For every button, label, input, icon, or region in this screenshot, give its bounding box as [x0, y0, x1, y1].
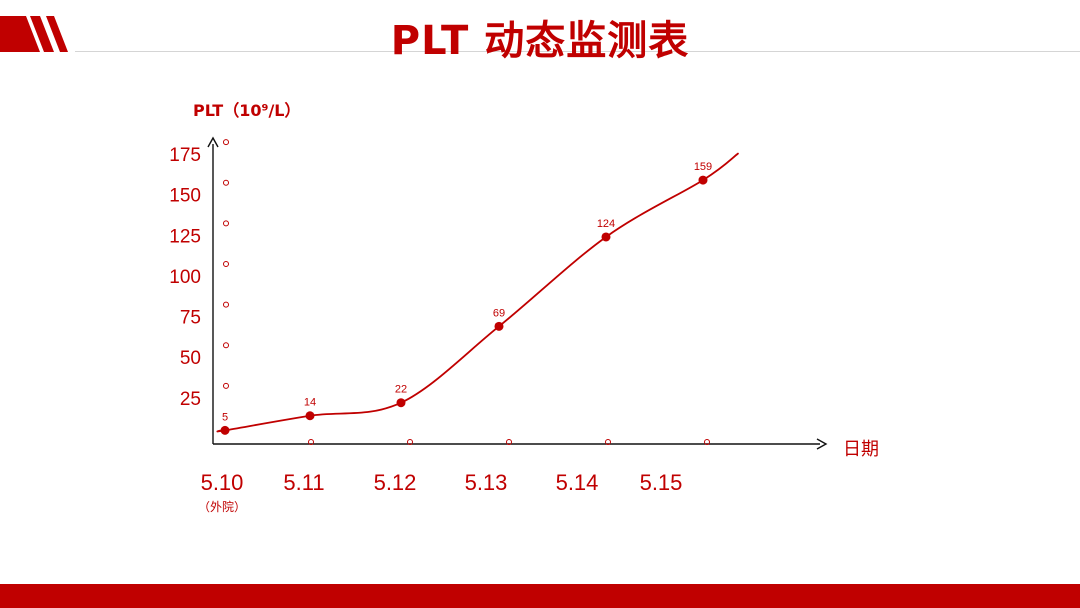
x-tick-label: 5.13	[465, 470, 508, 495]
y-tick-label: 100	[169, 267, 201, 288]
data-point	[698, 175, 708, 185]
series-line	[216, 152, 739, 433]
data-point	[494, 321, 504, 331]
x-guide-dot	[704, 439, 710, 445]
y-guide-dot	[223, 220, 229, 227]
x-guide-dot	[407, 439, 413, 445]
x-tick-label: 5.12	[374, 470, 417, 495]
chart-axes	[207, 136, 828, 450]
y-tick-label: 175	[169, 145, 201, 166]
x-axis-title: 日期	[843, 439, 879, 460]
x-guide-dot	[506, 439, 512, 445]
x-tick-note: （外院）	[198, 500, 246, 514]
x-tick-label: 5.11	[283, 470, 324, 495]
y-tick-label: 25	[180, 389, 201, 410]
data-label: 159	[694, 161, 712, 173]
y-guide-dot	[223, 301, 229, 308]
y-tick-label: 125	[169, 226, 201, 247]
x-tick-label: 5.14	[556, 470, 599, 495]
page-title: PLT 动态监测表	[390, 18, 690, 64]
y-guide-dot	[223, 382, 229, 389]
y-guide-dot	[223, 260, 229, 267]
x-guide-dot	[308, 439, 314, 445]
y-axis-arrow	[207, 136, 219, 148]
footer-bar	[0, 584, 1080, 608]
y-guide-dot	[223, 139, 229, 146]
x-tick-label: 5.15	[640, 470, 683, 495]
data-point	[396, 398, 406, 408]
y-guide-dot	[223, 342, 229, 349]
chart-points: 5 14 22 69 124 159	[220, 161, 712, 435]
y-axis-title: PLT（10⁹/L）	[193, 101, 301, 120]
data-label: 5	[222, 411, 228, 423]
y-tick-label: 50	[180, 348, 201, 369]
y-tick-label: 150	[169, 186, 201, 207]
chart-guide-dots	[223, 139, 710, 445]
data-label: 124	[597, 218, 615, 230]
header-stripes-decoration	[0, 16, 68, 52]
x-tick-label: 5.10	[201, 470, 244, 495]
data-point	[305, 411, 315, 421]
data-point	[220, 425, 230, 435]
data-label: 14	[304, 397, 316, 409]
x-axis-arrow	[816, 438, 828, 450]
y-guide-dot	[223, 179, 229, 186]
y-tick-label: 75	[180, 308, 201, 329]
chart-series	[216, 152, 739, 433]
data-point	[601, 232, 611, 242]
data-label: 69	[493, 307, 505, 319]
data-label: 22	[395, 384, 407, 396]
x-guide-dot	[605, 439, 611, 445]
header-divider	[75, 51, 1080, 52]
chart-tick-labels: PLT（10⁹/L） 日期 25 50 75 100 125 150 175 5.10 5.11 5.…	[169, 101, 879, 514]
